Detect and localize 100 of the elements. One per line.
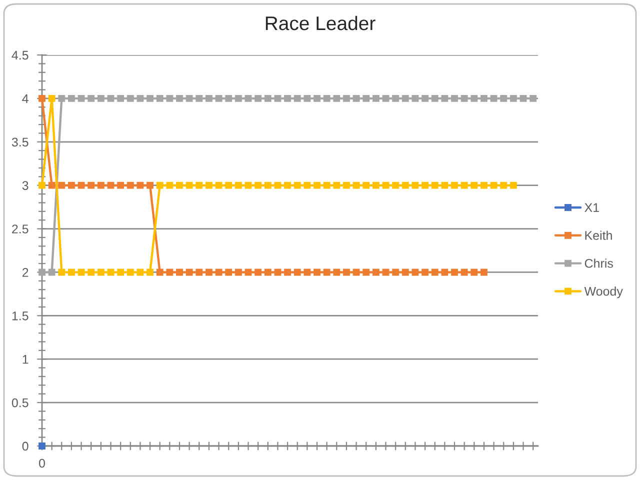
point (274, 268, 282, 276)
point (126, 182, 134, 189)
point (176, 182, 183, 189)
point (441, 182, 448, 189)
point (412, 268, 419, 276)
point (382, 182, 390, 189)
point (323, 94, 330, 102)
point (412, 182, 419, 189)
point (362, 94, 370, 102)
point (451, 182, 458, 189)
point (402, 94, 409, 102)
point (215, 94, 222, 102)
point (343, 268, 350, 276)
point (107, 268, 114, 276)
y-tick-label: 4.5 (12, 50, 28, 60)
point (176, 268, 183, 276)
point (78, 182, 85, 189)
y-tick-label: 4 (22, 94, 28, 103)
point (352, 94, 360, 102)
point (254, 182, 262, 189)
point (304, 268, 311, 276)
point (392, 182, 400, 189)
point (146, 268, 154, 276)
point (372, 94, 380, 102)
point (126, 268, 134, 276)
point (107, 94, 114, 102)
point (402, 268, 409, 276)
point (215, 268, 222, 276)
y-tick-label: 3.5 (12, 138, 28, 147)
point (225, 268, 232, 276)
point (196, 94, 203, 102)
point (323, 268, 330, 276)
point (206, 94, 212, 102)
point (166, 268, 174, 276)
y-tick-label: 3 (22, 181, 28, 190)
point (362, 268, 370, 276)
legend-label: Chris (584, 258, 613, 268)
point (196, 182, 203, 189)
point (97, 94, 104, 102)
point (422, 268, 429, 276)
point (146, 182, 154, 189)
point (244, 268, 252, 276)
point (156, 182, 164, 189)
point (58, 182, 66, 189)
point (97, 182, 104, 189)
point (234, 182, 242, 189)
point (234, 268, 242, 276)
point (284, 182, 292, 189)
point (234, 94, 242, 102)
point (264, 94, 272, 102)
point (254, 94, 262, 102)
point (431, 268, 438, 276)
legend-label: X1 (584, 203, 599, 212)
point (38, 94, 46, 102)
legend-label: Woody (584, 286, 623, 298)
point (225, 182, 232, 189)
point (58, 268, 66, 276)
point (38, 182, 46, 189)
point (284, 268, 292, 276)
point (48, 182, 56, 189)
point (264, 268, 272, 276)
point (402, 182, 409, 189)
point (136, 268, 144, 276)
point (244, 94, 252, 102)
point (156, 268, 164, 276)
point (451, 94, 458, 102)
point (451, 268, 458, 276)
point (225, 94, 232, 102)
point (323, 182, 330, 189)
point (362, 182, 370, 189)
point (480, 268, 488, 276)
point (333, 268, 340, 276)
point (196, 268, 203, 276)
point (343, 182, 350, 189)
point (500, 182, 508, 189)
point (490, 94, 498, 102)
point (294, 94, 301, 102)
point (333, 182, 340, 189)
point (490, 182, 498, 189)
point (68, 182, 75, 189)
point (431, 94, 438, 102)
point (510, 94, 517, 102)
point (58, 94, 66, 102)
point (422, 182, 429, 189)
point (206, 182, 212, 189)
point (294, 268, 301, 276)
point (470, 94, 478, 102)
point (117, 182, 124, 189)
point (510, 182, 517, 189)
point (146, 94, 154, 102)
point (88, 268, 95, 276)
point (107, 182, 114, 189)
point (264, 182, 272, 189)
y-tick-label: 0.5 (12, 398, 28, 408)
chart-title: Race Leader (266, 16, 376, 30)
point (176, 94, 183, 102)
point (186, 94, 193, 102)
point (38, 268, 46, 276)
point (431, 182, 438, 189)
point (156, 94, 164, 102)
